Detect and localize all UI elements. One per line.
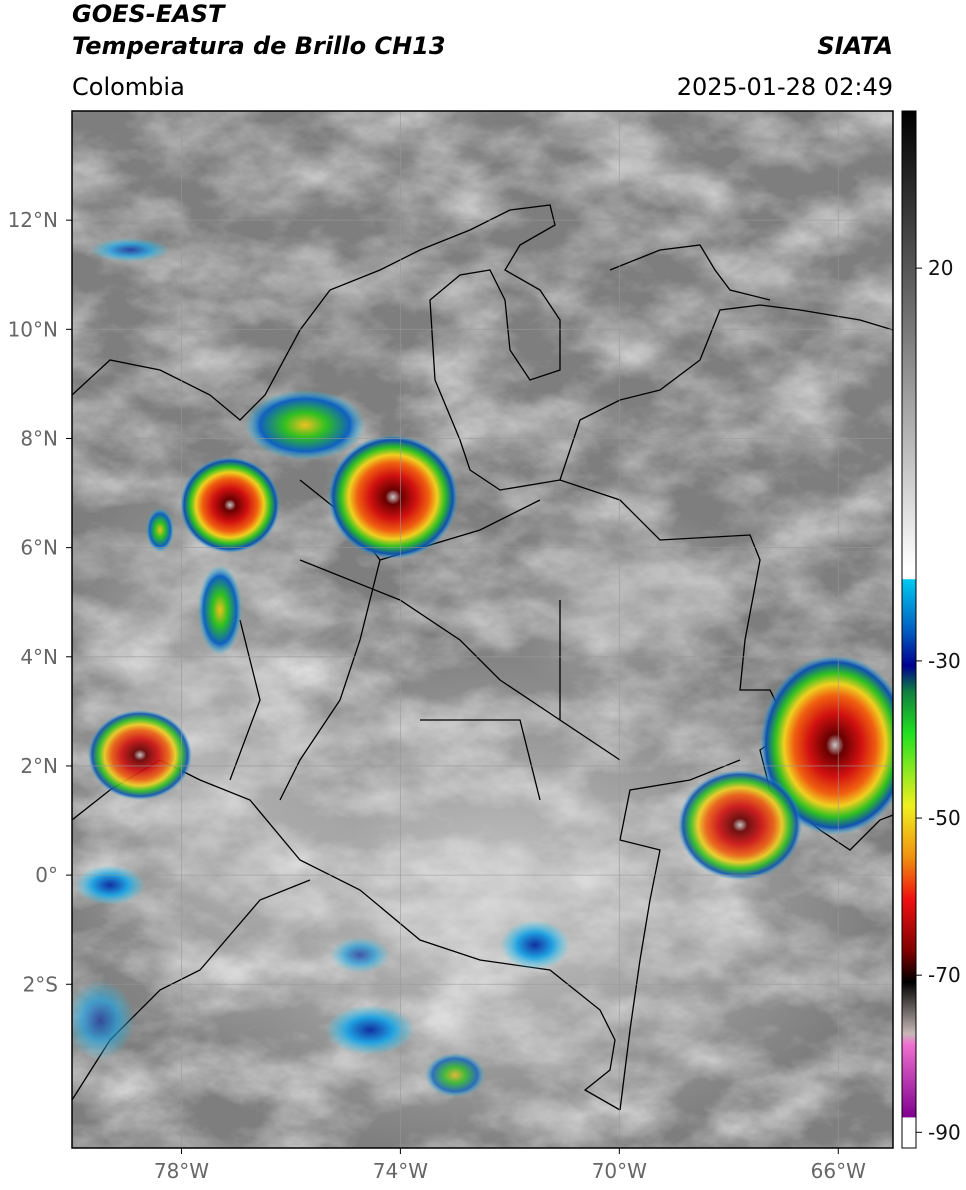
graticule (72, 111, 893, 1148)
timestamp: 2025-01-28 02:49 (677, 73, 893, 101)
cloud-cell (75, 865, 145, 905)
lon-tick-label: 70°W (592, 1159, 647, 1183)
colorbar-tick-label: -90 (928, 1120, 961, 1144)
cloud-cell (325, 1005, 415, 1055)
colorbar-tick-label: 20 (928, 256, 953, 280)
cloud-cell (330, 937, 390, 973)
cloud-cell (90, 238, 170, 262)
lat-tick-label: 2°N (20, 754, 58, 778)
cloud-texture (72, 111, 893, 1148)
colorbar-tick-label: -30 (928, 649, 961, 673)
lat-tick-label: 12°N (8, 208, 58, 232)
lon-tick-label: 78°W (154, 1159, 209, 1183)
storm-cell (328, 435, 458, 559)
cloud-cell (245, 390, 365, 460)
cloud-cell (425, 1053, 485, 1097)
colorbar (901, 110, 917, 1149)
satellite-image (72, 111, 893, 1148)
map-frame (71, 110, 894, 1149)
lat-tick-label: 0° (35, 863, 58, 887)
subtitle: Temperatura de Brillo CH13 (72, 32, 446, 60)
storm-cell (180, 457, 280, 553)
cloud-cell (198, 565, 242, 655)
storm-cell (678, 770, 802, 880)
lon-tick-label: 66°W (811, 1159, 866, 1183)
region: Colombia (72, 73, 185, 101)
colorbar-tick-label: -50 (928, 806, 961, 830)
lat-tick-label: 6°N (20, 536, 58, 560)
axes: 78°W 74°W 70°W 66°W 12°N 10°N 8°N 6°N 4°N 2°N 0° 2°… (8, 208, 961, 1183)
lat-tick-label: 10°N (8, 317, 58, 341)
source: SIATA (817, 32, 893, 60)
lon-tick-label: 74°W (373, 1159, 428, 1183)
storm-cell (760, 655, 893, 835)
lat-tick-label: 2°S (23, 972, 58, 996)
lat-tick-label: 4°N (20, 645, 58, 669)
convective-cells (72, 238, 893, 1097)
colorbar-tick-label: -70 (928, 963, 961, 987)
cloud-cell (72, 980, 135, 1060)
cloud-cell (500, 920, 570, 970)
cloud-cell (146, 508, 174, 552)
title: GOES-EAST (72, 0, 226, 28)
lat-tick-label: 8°N (20, 426, 58, 450)
storm-cell (88, 710, 192, 800)
